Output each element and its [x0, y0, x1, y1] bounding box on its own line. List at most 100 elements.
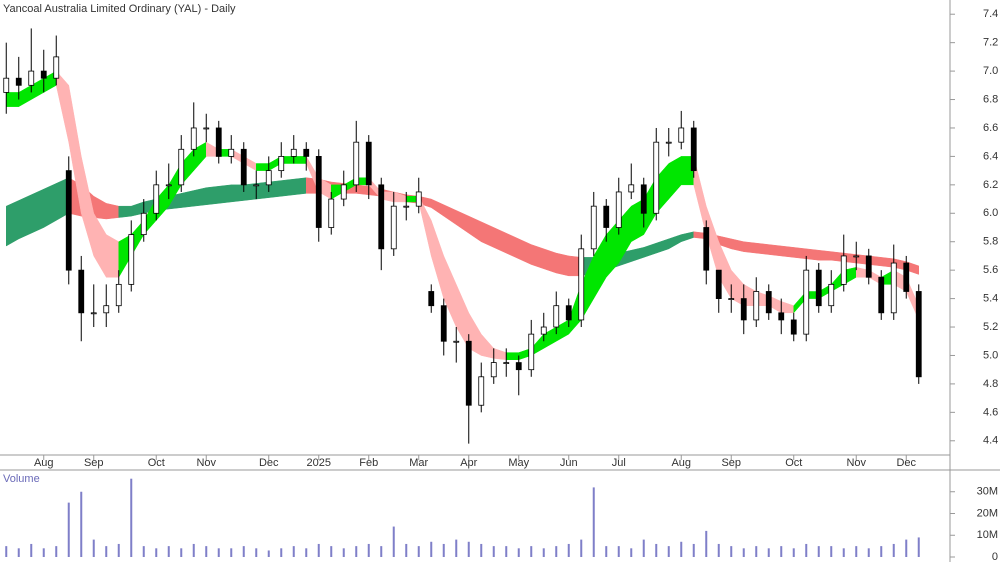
candle-body: [665, 141, 672, 144]
candle-body: [365, 141, 372, 186]
x-tick-label: Feb: [359, 457, 378, 469]
volume-bar: [692, 543, 695, 557]
ma-ribbon: [256, 163, 269, 171]
ma-ribbon: [556, 252, 569, 277]
candle-body: [615, 191, 622, 228]
volume-bar: [405, 543, 408, 557]
candle-body: [15, 77, 22, 86]
volume-bar: [855, 546, 858, 557]
volume-bar: [492, 546, 495, 557]
candle-body: [265, 170, 272, 186]
x-tick-label: Sep: [84, 457, 104, 469]
candle-body: [378, 184, 385, 250]
volume-bar: [442, 543, 445, 557]
candle-body: [40, 70, 47, 79]
volume-bar: [667, 546, 670, 557]
volume-bar: [30, 543, 33, 557]
candle-body: [340, 184, 347, 200]
candle-body: [703, 227, 710, 271]
candle-body: [878, 276, 885, 314]
volume-bar: [505, 546, 508, 557]
ma-ribbon: [781, 245, 794, 258]
ma-ribbon: [356, 184, 369, 196]
ma-ribbon: [793, 247, 807, 260]
volume-bar: [555, 546, 558, 557]
candle-body: [315, 156, 322, 228]
candle-body: [578, 248, 585, 321]
y-tick-label: 5.6: [983, 264, 998, 276]
volume-bar: [380, 546, 383, 557]
volume-bar: [230, 548, 233, 557]
volume-bar: [642, 539, 645, 557]
y-tick-label: 6.4: [983, 150, 998, 162]
candle-body: [240, 148, 247, 186]
volume-bar: [530, 546, 533, 557]
candle-body: [740, 298, 747, 321]
candle-body: [528, 333, 535, 371]
volume-bar: [580, 539, 583, 557]
candle-body: [790, 319, 797, 335]
ma-ribbon: [6, 92, 19, 107]
x-tick-label: Nov: [846, 457, 866, 469]
volume-bar: [617, 546, 620, 557]
candle-body: [415, 191, 422, 207]
volume-bar: [542, 548, 545, 557]
volume-bar: [705, 530, 708, 557]
volume-bar: [42, 548, 45, 557]
volume-bar: [467, 541, 470, 557]
volume-bar: [592, 487, 595, 557]
candle-body: [203, 127, 210, 130]
candle-body: [328, 198, 335, 228]
x-tick-label: Nov: [196, 457, 216, 469]
candle-body: [290, 148, 297, 157]
ma-ribbon: [218, 184, 232, 204]
candle-body: [603, 205, 610, 228]
candle-body: [153, 184, 160, 214]
volume-bar: [92, 539, 95, 557]
chart-title: Yancoal Australia Limited Ordinary (YAL)…: [3, 3, 236, 15]
candle-body: [428, 291, 435, 307]
candle-body: [253, 184, 260, 187]
candle-body: [103, 305, 110, 314]
ma-ribbon: [43, 183, 57, 228]
y-tick-label: 6.2: [983, 179, 998, 191]
candle-body: [440, 305, 447, 342]
y-tick-label: 6.8: [983, 93, 998, 105]
y-tick-label: 30M: [977, 486, 998, 498]
candle-body: [478, 376, 485, 406]
x-tick-label: Apr: [460, 457, 477, 469]
volume-bar: [67, 502, 70, 557]
volume-bar: [355, 546, 358, 557]
volume-bar: [392, 526, 395, 557]
volume-bar: [417, 546, 420, 557]
x-tick-label: May: [508, 457, 529, 469]
y-tick-label: 5.0: [983, 349, 998, 361]
volume-bar: [767, 548, 770, 557]
y-tick-label: 6.0: [983, 207, 998, 219]
volume-bar: [180, 548, 183, 557]
ma-ribbon: [181, 190, 194, 208]
x-tick-label: Mar: [409, 457, 428, 469]
candle-body: [553, 305, 560, 328]
candle-body: [403, 205, 410, 208]
candle-body: [278, 156, 285, 172]
candle-body: [515, 362, 522, 371]
volume-bar: [455, 539, 458, 557]
volume-bar: [155, 548, 158, 557]
volume-bar: [917, 537, 920, 557]
x-tick-label: Dec: [896, 457, 916, 469]
candle-body: [840, 255, 847, 285]
volume-bar: [480, 543, 483, 557]
candle-body: [303, 148, 310, 157]
candle-body: [353, 141, 360, 186]
candle-body: [765, 291, 772, 314]
x-tick-label: Jun: [560, 457, 578, 469]
candle-body: [678, 127, 685, 143]
volume-bar: [17, 548, 20, 557]
candle-body: [465, 340, 472, 406]
candle-body: [490, 362, 497, 378]
candle-body: [803, 269, 810, 335]
volume-bar: [205, 546, 208, 557]
x-tick-label: Aug: [34, 457, 54, 469]
candle-body: [390, 205, 397, 250]
